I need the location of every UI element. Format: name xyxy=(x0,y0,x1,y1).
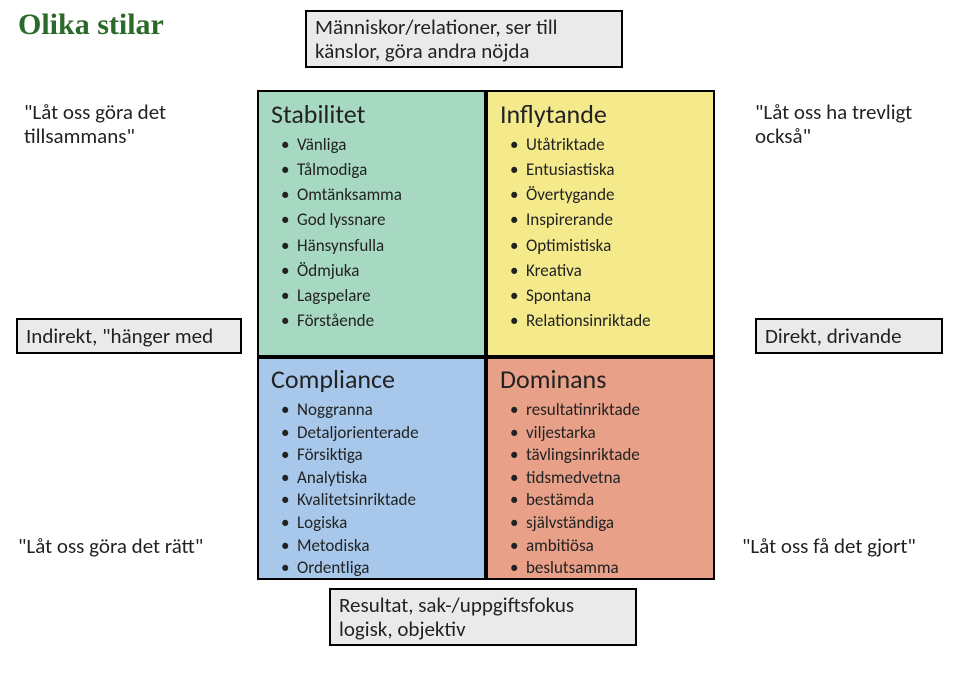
corner-quote-tl: "Låt oss göra det tillsammans" xyxy=(24,100,224,148)
list-item: viljestarka xyxy=(510,422,703,445)
axis-right: Direkt, drivande xyxy=(755,318,943,354)
list-item: Utåtriktade xyxy=(510,132,703,157)
axis-top: Människor/relationer, ser till känslor, … xyxy=(305,10,623,68)
list-item: Ödmjuka xyxy=(281,258,474,283)
quadrant-list: UtåtriktadeEntusiastiskaÖvertygandeInspi… xyxy=(510,132,703,333)
list-item: God lyssnare xyxy=(281,207,474,232)
list-item: självständiga xyxy=(510,512,703,535)
list-item: beslutsamma xyxy=(510,557,703,580)
axis-bottom: Resultat, sak-/uppgiftsfokus logisk, obj… xyxy=(329,588,637,646)
corner-quote-bl: "Låt oss göra det rätt" xyxy=(18,534,258,558)
quadrant-title: Dominans xyxy=(500,363,703,395)
quadrant-stabilitet: Stabilitet VänligaTålmodigaOmtänksammaGo… xyxy=(257,90,486,357)
list-item: tävlingsinriktade xyxy=(510,444,703,467)
axis-left: Indirekt, "hänger med xyxy=(16,318,242,354)
list-item: Entusiastiska xyxy=(510,157,703,182)
corner-quote-br: "Låt oss få det gjort" xyxy=(742,534,958,558)
quadrant-inflytande: Inflytande UtåtriktadeEntusiastiskaÖvert… xyxy=(486,90,715,357)
quadrant-list: VänligaTålmodigaOmtänksammaGod lyssnareH… xyxy=(281,132,474,333)
list-item: Analytiska xyxy=(281,467,474,490)
list-item: Metodiska xyxy=(281,535,474,558)
list-item: Försiktiga xyxy=(281,444,474,467)
list-item: resultatinriktade xyxy=(510,399,703,422)
list-item: Omtänksamma xyxy=(281,182,474,207)
list-item: Vänliga xyxy=(281,132,474,157)
list-item: Inspirerande xyxy=(510,207,703,232)
list-item: Logiska xyxy=(281,512,474,535)
list-item: Hänsynsfulla xyxy=(281,233,474,258)
list-item: Kvalitetsinriktade xyxy=(281,489,474,512)
list-item: Förstående xyxy=(281,308,474,333)
list-item: Relationsinriktade xyxy=(510,308,703,333)
list-item: Optimistiska xyxy=(510,233,703,258)
list-item: Lagspelare xyxy=(281,283,474,308)
quadrant-title: Inflytande xyxy=(500,98,703,130)
list-item: Noggranna xyxy=(281,399,474,422)
quadrant-title: Compliance xyxy=(271,363,474,395)
list-item: Tålmodiga xyxy=(281,157,474,182)
quadrant-list: NoggrannaDetaljorienteradeFörsiktigaAnal… xyxy=(281,399,474,580)
page-title: Olika stilar xyxy=(18,8,164,42)
list-item: Detaljorienterade xyxy=(281,422,474,445)
list-item: Övertygande xyxy=(510,182,703,207)
quadrant-dominans: Dominans resultatinriktadeviljestarkatäv… xyxy=(486,357,715,580)
quadrant-title: Stabilitet xyxy=(271,98,474,130)
list-item: ambitiösa xyxy=(510,535,703,558)
list-item: Spontana xyxy=(510,283,703,308)
quadrant-list: resultatinriktadeviljestarkatävlingsinri… xyxy=(510,399,703,580)
list-item: bestämda xyxy=(510,489,703,512)
list-item: tidsmedvetna xyxy=(510,467,703,490)
corner-quote-tr: "Låt oss ha trevligt också" xyxy=(755,100,955,148)
list-item: Kreativa xyxy=(510,258,703,283)
quadrant-compliance: Compliance NoggrannaDetaljorienteradeFör… xyxy=(257,357,486,580)
list-item: Ordentliga xyxy=(281,557,474,580)
